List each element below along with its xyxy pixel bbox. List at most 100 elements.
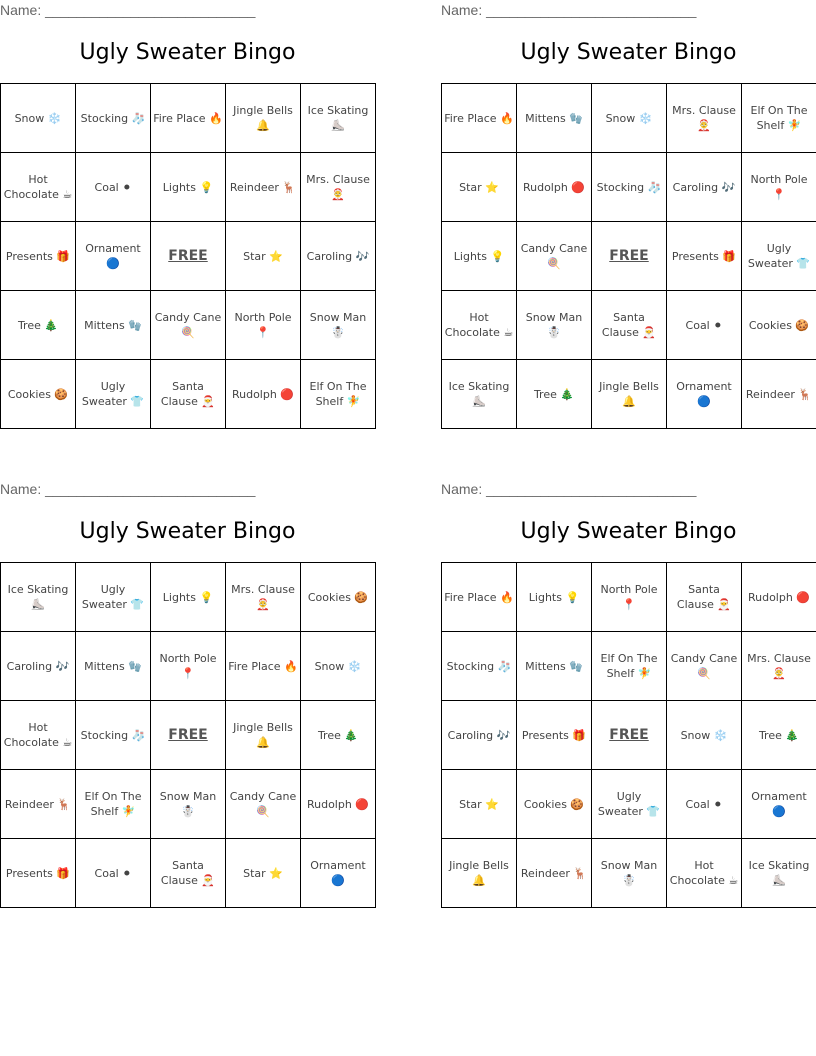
grid-cell: Presents 🎁: [0, 838, 76, 908]
grid-cell: Tree 🎄: [300, 700, 376, 770]
grid-row: Caroling 🎶 Presents 🎁 FREE Snow ❄️ Tree 🎄: [441, 700, 816, 770]
grid-cell: Mrs. Clause 🤶: [225, 562, 301, 632]
grid-cell: North Pole 📍: [741, 152, 816, 222]
grid-cell: Star ⭐: [441, 152, 517, 222]
grid-cell: Ice Skating ⛸️: [441, 359, 517, 429]
grid-row: Star ⭐ Cookies 🍪 Ugly Sweater 👕 Coal ⚫ Ornam…: [441, 769, 816, 839]
bingo-grid: Fire Place 🔥 Lights 💡 North Pole 📍 Santa Cl…: [441, 562, 816, 908]
grid-cell: Hot Chocolate ☕: [0, 152, 76, 222]
grid-row: Hot Chocolate ☕ Stocking 🧦 FREE Jingle Bell…: [0, 700, 376, 770]
name-field: Name: ___________________________: [0, 481, 256, 497]
grid-cell: Stocking 🧦: [591, 152, 667, 222]
grid-cell: North Pole 📍: [591, 562, 667, 632]
grid-cell: Caroling 🎶: [300, 221, 376, 291]
grid-cell: Stocking 🧦: [75, 83, 151, 153]
free-space: FREE: [591, 700, 667, 770]
grid-cell: Snow Man ☃️: [300, 290, 376, 360]
grid-cell: Snow Man ☃️: [150, 769, 226, 839]
grid-row: Presents 🎁 Ornament 🔵 FREE Star ⭐ Caroling 🎶: [0, 221, 376, 291]
grid-cell: Mittens 🧤: [75, 631, 151, 701]
name-field: Name: ___________________________: [441, 2, 697, 18]
grid-cell: Ugly Sweater 👕: [591, 769, 667, 839]
grid-cell: Elf On The Shelf 🧚: [300, 359, 376, 429]
grid-cell: Ice Skating ⛸️: [0, 562, 76, 632]
grid-cell: Ice Skating ⛸️: [300, 83, 376, 153]
grid-cell: Snow ❄️: [300, 631, 376, 701]
grid-row: Stocking 🧦 Mittens 🧤 Elf On The Shelf 🧚 Can…: [441, 631, 816, 701]
grid-cell: Fire Place 🔥: [225, 631, 301, 701]
grid-cell: Santa Clause 🎅: [150, 838, 226, 908]
grid-cell: Reindeer 🦌: [225, 152, 301, 222]
grid-cell: Coal ⚫: [666, 769, 742, 839]
grid-cell: Mittens 🧤: [516, 631, 592, 701]
grid-cell: North Pole 📍: [225, 290, 301, 360]
grid-cell: Reindeer 🦌: [741, 359, 816, 429]
grid-row: Presents 🎁 Coal ⚫ Santa Clause 🎅 Star ⭐ Orna…: [0, 838, 376, 908]
grid-cell: Presents 🎁: [666, 221, 742, 291]
grid-cell: Jingle Bells 🔔: [225, 83, 301, 153]
grid-cell: Mrs. Clause 🤶: [666, 83, 742, 153]
grid-cell: Cookies 🍪: [516, 769, 592, 839]
grid-cell: Snow ❄️: [666, 700, 742, 770]
grid-row: Ice Skating ⛸️ Ugly Sweater 👕 Lights 💡 Mrs.…: [0, 562, 376, 632]
grid-cell: Hot Chocolate ☕: [0, 700, 76, 770]
grid-cell: Lights 💡: [516, 562, 592, 632]
grid-cell: Caroling 🎶: [0, 631, 76, 701]
free-space: FREE: [150, 700, 226, 770]
grid-cell: Ornament 🔵: [75, 221, 151, 291]
grid-cell: Elf On The Shelf 🧚: [591, 631, 667, 701]
grid-cell: Rudolph 🔴: [300, 769, 376, 839]
grid-cell: Ornament 🔵: [300, 838, 376, 908]
grid-row: Tree 🎄 Mittens 🧤 Candy Cane 🍭 North Pole 📍 S…: [0, 290, 376, 360]
grid-cell: Ugly Sweater 👕: [75, 359, 151, 429]
grid-cell: Santa Clause 🎅: [150, 359, 226, 429]
grid-cell: Snow ❄️: [0, 83, 76, 153]
grid-row: Snow ❄️ Stocking 🧦 Fire Place 🔥 Jingle Bell…: [0, 83, 376, 153]
grid-row: Reindeer 🦌 Elf On The Shelf 🧚 Snow Man ☃️ C…: [0, 769, 376, 839]
grid-cell: Presents 🎁: [0, 221, 76, 291]
grid-cell: Jingle Bells 🔔: [591, 359, 667, 429]
grid-cell: Mrs. Clause 🤶: [741, 631, 816, 701]
grid-cell: Tree 🎄: [516, 359, 592, 429]
grid-row: Hot Chocolate ☕ Coal ⚫ Lights 💡 Reindeer 🦌 M…: [0, 152, 376, 222]
grid-cell: Cookies 🍪: [0, 359, 76, 429]
grid-row: Caroling 🎶 Mittens 🧤 North Pole 📍 Fire Plac…: [0, 631, 376, 701]
bingo-grid: Snow ❄️ Stocking 🧦 Fire Place 🔥 Jingle Bell…: [0, 83, 376, 429]
grid-cell: Ornament 🔵: [666, 359, 742, 429]
grid-cell: Ice Skating ⛸️: [741, 838, 816, 908]
free-space: FREE: [591, 221, 667, 291]
grid-cell: Mittens 🧤: [75, 290, 151, 360]
grid-cell: Fire Place 🔥: [441, 83, 517, 153]
grid-cell: Reindeer 🦌: [0, 769, 76, 839]
grid-cell: Mrs. Clause 🤶: [300, 152, 376, 222]
grid-cell: Caroling 🎶: [666, 152, 742, 222]
grid-cell: Candy Cane 🍭: [225, 769, 301, 839]
grid-cell: Snow Man ☃️: [516, 290, 592, 360]
free-space: FREE: [150, 221, 226, 291]
grid-cell: Star ⭐: [225, 221, 301, 291]
grid-cell: Snow Man ☃️: [591, 838, 667, 908]
card-title: Ugly Sweater Bingo: [79, 519, 296, 544]
grid-cell: Elf On The Shelf 🧚: [741, 83, 816, 153]
name-field: Name: ___________________________: [441, 481, 697, 497]
grid-cell: Rudolph 🔴: [741, 562, 816, 632]
grid-row: Fire Place 🔥 Lights 💡 North Pole 📍 Santa Cl…: [441, 562, 816, 632]
grid-row: Ice Skating ⛸️ Tree 🎄 Jingle Bells 🔔 Orname…: [441, 359, 816, 429]
grid-cell: North Pole 📍: [150, 631, 226, 701]
grid-cell: Santa Clause 🎅: [591, 290, 667, 360]
grid-cell: Cookies 🍪: [300, 562, 376, 632]
grid-cell: Rudolph 🔴: [225, 359, 301, 429]
grid-cell: Lights 💡: [441, 221, 517, 291]
grid-cell: Lights 💡: [150, 152, 226, 222]
grid-cell: Cookies 🍪: [741, 290, 816, 360]
grid-cell: Candy Cane 🍭: [150, 290, 226, 360]
grid-cell: Hot Chocolate ☕: [666, 838, 742, 908]
grid-cell: Coal ⚫: [75, 838, 151, 908]
card-title: Ugly Sweater Bingo: [520, 40, 737, 65]
grid-cell: Tree 🎄: [741, 700, 816, 770]
grid-row: Jingle Bells 🔔 Reindeer 🦌 Snow Man ☃️ Hot C…: [441, 838, 816, 908]
grid-row: Fire Place 🔥 Mittens 🧤 Snow ❄️ Mrs. Clause …: [441, 83, 816, 153]
grid-row: Hot Chocolate ☕ Snow Man ☃️ Santa Clause 🎅…: [441, 290, 816, 360]
grid-cell: Fire Place 🔥: [441, 562, 517, 632]
